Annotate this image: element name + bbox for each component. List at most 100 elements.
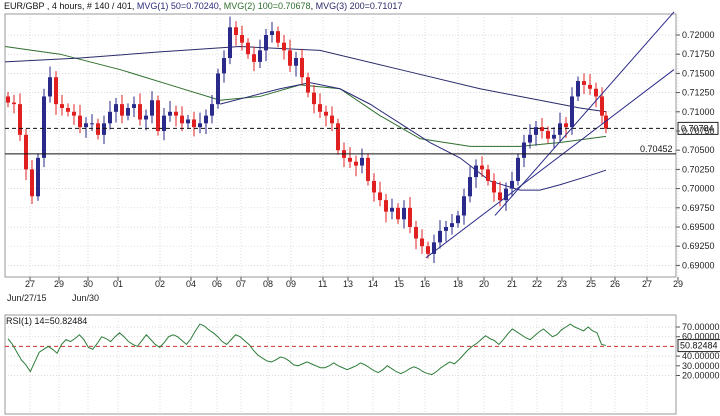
candle-up [294,58,298,66]
candle-up [162,115,166,131]
price-tick-label: 0.71000 [682,107,715,117]
day-label: 20 [479,279,489,289]
candle-up [450,223,454,227]
rsi-line [7,323,607,376]
candle-up [552,134,556,139]
candle-down [588,84,592,89]
price-tick-label: 0.70500 [682,145,715,155]
mvg3-label: MVG(3) 200=0.71017 [316,1,403,11]
day-label: 27 [25,279,35,289]
candle-up [576,81,580,97]
day-label: 13 [343,279,353,289]
candle-up [258,50,262,62]
candle-down [306,77,310,93]
day-label: 29 [54,279,64,289]
candle-down [318,104,322,112]
candle-down [396,207,400,220]
candle-down [180,115,184,124]
candle-down [288,50,292,66]
day-label: 29 [673,279,683,289]
candle-up [432,242,436,254]
candle-down [18,104,22,135]
candle-down [330,115,334,124]
price-tick-label: 0.70250 [682,164,715,174]
candle-down [12,102,16,105]
rsi-current-label: 50.82484 [680,341,718,351]
day-label: 15 [394,279,404,289]
candle-up [402,207,406,220]
price-tick-label: 0.71750 [682,49,715,59]
candle-down [324,111,328,116]
candle-up [198,123,202,128]
price-tick-label: 0.71250 [682,88,715,98]
candle-down [604,115,608,129]
time-axis: 27 29 30 01 02 04 06 07 08 09 11 13 14 15 16 18 20 21 22 23… [7,277,683,303]
candle-up [528,134,532,143]
day-label: 21 [507,279,517,289]
candle-down [372,180,376,193]
candle-up [90,123,94,125]
candle-down [420,238,424,247]
separator: , [219,1,224,11]
candle-up [522,142,526,158]
candle-down [156,100,160,131]
day-label: 16 [420,279,430,289]
day-label: 08 [263,279,273,289]
candle-down [30,169,34,197]
candle-down [54,77,58,105]
price-tick-label: 0.69750 [682,203,715,213]
candle-down [348,157,352,162]
day-label: 23 [557,279,567,289]
candle-down [138,104,142,120]
candle-up [216,73,220,105]
candle-up [42,96,46,158]
candlesticks [6,16,608,264]
candle-down [300,58,304,78]
candle-down [594,88,598,97]
day-label: 18 [453,279,463,289]
current-price-label: 0.70784 [681,123,714,133]
candle-down [414,227,418,239]
mvg2-line [4,46,607,147]
candle-down [486,169,490,181]
candle-up [132,104,136,108]
candle-up [504,188,508,201]
month-label: Jun/30 [72,293,99,303]
candle-down [246,42,250,55]
candle-down [240,35,244,43]
candle-up [438,230,442,243]
candle-up [48,77,52,97]
candle-down [24,134,28,170]
day-label: 04 [186,279,196,289]
candle-up [228,27,232,59]
day-label: 26 [610,279,620,289]
candle-down [120,104,124,116]
candle-up [360,157,364,166]
day-label: 25 [586,279,596,289]
day-label: 06 [212,279,222,289]
candle-down [408,207,412,227]
separator: , [311,1,316,11]
rsi-tick-label: 60.00000 [682,332,720,342]
mvg3-line [4,46,607,113]
candle-down [600,96,604,116]
candle-up [270,31,274,35]
day-label: 27 [642,279,652,289]
rsi-tick-label: 40.00000 [682,351,720,361]
trend-lines: 0.70784 0.70452 [5,11,719,259]
candle-up [390,207,394,212]
chart-info: , 4 hours, # 140 / 401, [44,1,137,11]
price-tick-label: 0.69500 [682,222,715,232]
rsi-tick-label: 30.00000 [682,361,720,371]
rsi-tick-label: 20.00000 [682,371,720,381]
candle-down [480,165,484,170]
day-label: 09 [286,279,296,289]
candle-up [222,58,226,74]
support-price-label: 0.70452 [640,144,673,154]
current-price-tag [677,121,719,135]
rsi-label: RSI(1) 14=50.82484 [6,316,87,326]
candle-down [192,119,196,128]
candle-down [378,192,382,201]
candle-up [264,35,268,51]
